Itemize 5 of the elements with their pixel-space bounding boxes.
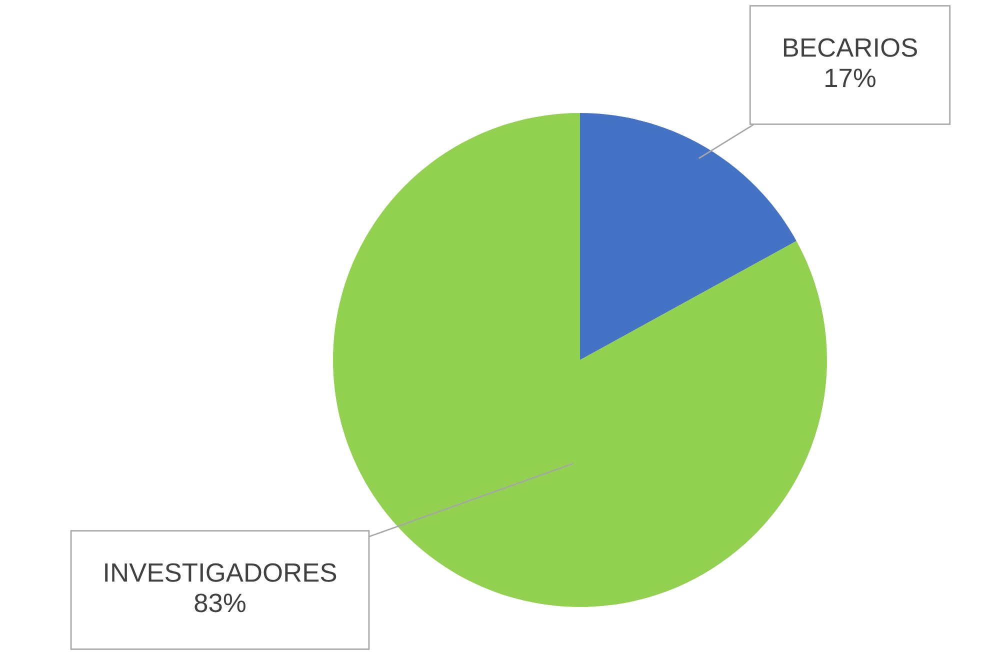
slice-label: INVESTIGADORES [105,563,336,582]
data-label: 17% [826,68,876,88]
data-label: 83% [194,594,246,612]
slice-label: BECARIOS [784,38,917,57]
pie-slice [580,113,796,360]
